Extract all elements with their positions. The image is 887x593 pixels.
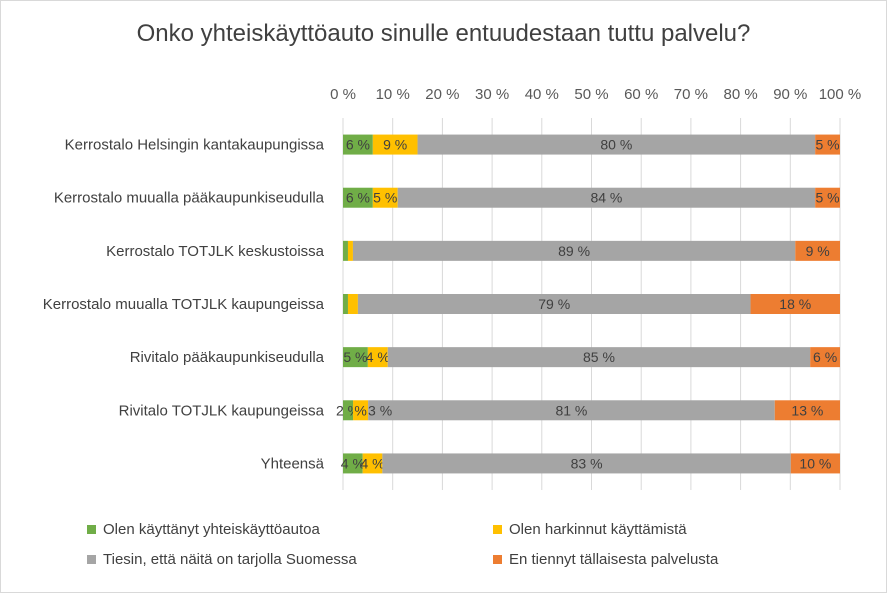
x-tick-label: 0 % <box>330 86 356 103</box>
data-label: 4 % <box>360 455 384 471</box>
bar-segment <box>343 347 368 368</box>
legend-swatch-used <box>87 525 96 534</box>
x-tick-label: 100 % <box>819 86 862 103</box>
category-label: Kerrostalo muualla TOTJLK kaupungeissa <box>43 296 325 313</box>
chart-title: Onko yhteiskäyttöauto sinulle entuudesta… <box>136 20 751 47</box>
data-label: 5 % <box>816 190 840 206</box>
bar-segment <box>790 453 840 474</box>
data-label: 83 % <box>571 455 603 471</box>
bar-segment <box>387 347 811 368</box>
bar-segment <box>343 240 348 261</box>
bar-segment <box>367 347 388 368</box>
legend-label-knew: Tiesin, että näitä on tarjolla Suomessa <box>103 551 357 568</box>
bar-segment <box>343 134 373 155</box>
data-label: 13 % <box>791 402 823 418</box>
bar-segment <box>795 240 840 261</box>
data-label: 18 % <box>779 296 811 312</box>
x-tick-label: 40 % <box>525 86 559 103</box>
bar-segment <box>347 240 353 261</box>
bar-segment <box>362 453 383 474</box>
bar-segment <box>347 294 358 314</box>
legend-label-considered: Olen harkinnut käyttämistä <box>509 521 687 538</box>
bar-segment <box>353 400 369 421</box>
data-label: 84 % <box>590 190 622 206</box>
legend-item-knew: Tiesin, että näitä on tarjolla Suomessa <box>87 551 357 568</box>
x-tick-label: 90 % <box>773 86 807 103</box>
bar-segment <box>774 400 840 421</box>
data-label: 4 % <box>366 349 390 365</box>
bar-segment <box>343 400 354 421</box>
bar-segment <box>750 294 840 314</box>
bar-segment <box>372 187 398 208</box>
legend-swatch-knew <box>87 555 96 564</box>
x-tick-label: 60 % <box>624 86 658 103</box>
legend-item-considered: Olen harkinnut käyttämistä <box>493 521 687 538</box>
x-tick-label: 70 % <box>674 86 708 103</box>
data-label: 5 % <box>343 349 367 365</box>
bar-segment <box>397 187 816 208</box>
bar-segment <box>815 187 840 208</box>
data-label: 4 % <box>341 455 365 471</box>
data-label: % <box>354 402 366 418</box>
bar-segment <box>352 240 796 261</box>
data-label: 5 % <box>816 137 840 153</box>
data-label: 80 % <box>600 137 632 153</box>
bar-segment <box>343 453 363 474</box>
category-label: Kerrostalo muualla pääkaupunkiseudulla <box>54 190 325 207</box>
data-label: 85 % <box>583 349 615 365</box>
bar-segment <box>357 294 751 314</box>
bar-segment <box>343 187 373 208</box>
data-label: 6 % <box>346 190 370 206</box>
data-label: 5 % <box>373 190 397 206</box>
bar-segment <box>382 453 791 474</box>
x-tick-label: 80 % <box>723 86 757 103</box>
legend-swatch-considered <box>493 525 502 534</box>
data-label: 10 % <box>799 455 831 471</box>
data-label: 9 % <box>806 243 830 259</box>
data-label: 79 % <box>538 296 570 312</box>
data-label: 81 % <box>555 402 587 418</box>
data-label: 9 % <box>383 137 407 153</box>
category-label: Rivitalo pääkaupunkiseudulla <box>130 349 325 366</box>
data-label: 89 % <box>558 243 590 259</box>
category-label: Kerrostalo Helsingin kantakaupungissa <box>65 137 325 154</box>
category-label: Rivitalo TOTJLK kaupungeissa <box>119 402 325 419</box>
x-tick-label: 20 % <box>425 86 459 103</box>
legend-swatch-unknown <box>493 555 502 564</box>
legend-item-unknown: En tiennyt tällaisesta palvelusta <box>493 551 718 568</box>
data-label: 6 % <box>813 349 837 365</box>
legend-label-unknown: En tiennyt tällaisesta palvelusta <box>509 551 719 568</box>
bar-segment <box>343 294 348 314</box>
legend-item-used: Olen käyttänyt yhteiskäyttöautoa <box>87 521 320 538</box>
data-label: 6 % <box>346 137 370 153</box>
category-label: Kerrostalo TOTJLK keskustoissa <box>106 243 325 260</box>
x-tick-label: 30 % <box>475 86 509 103</box>
legend-label-used: Olen käyttänyt yhteiskäyttöautoa <box>103 521 320 538</box>
x-tick-label: 50 % <box>574 86 608 103</box>
bar-segment <box>372 134 418 155</box>
category-label: Yhteensä <box>261 455 325 472</box>
data-label: 3 % <box>368 402 392 418</box>
bar-segment <box>417 134 816 155</box>
x-tick-label: 10 % <box>376 86 410 103</box>
bar-segment <box>368 400 775 421</box>
bar-segment <box>815 134 840 155</box>
bar-segment <box>810 347 840 368</box>
